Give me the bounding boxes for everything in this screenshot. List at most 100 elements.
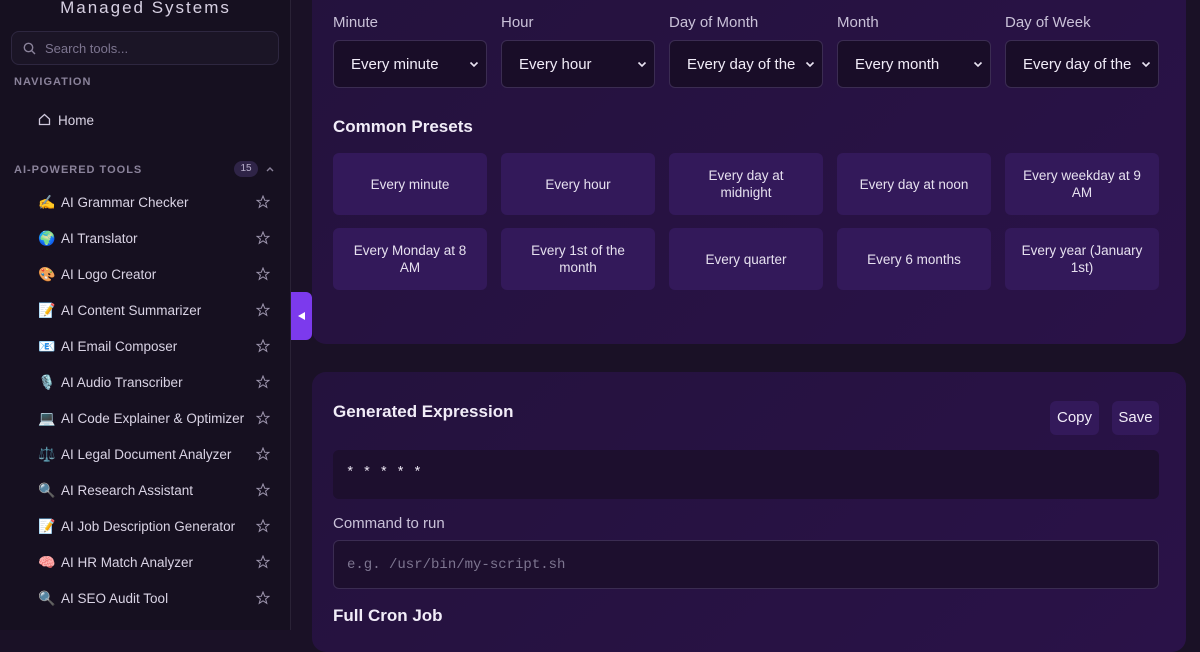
tool-item[interactable]: 🎙️ AI Audio Transcriber: [30, 367, 280, 397]
section-title: Generated Expression: [333, 402, 514, 421]
field-label: Hour: [501, 14, 534, 31]
select[interactable]: Every minute: [333, 40, 487, 88]
field-label: Day of Week: [1005, 14, 1091, 31]
favorite-star[interactable]: [256, 519, 270, 533]
preset-button[interactable]: Every hour: [501, 153, 655, 215]
preset-button[interactable]: Every weekday at 9 AM: [1005, 153, 1159, 215]
tool-item[interactable]: 🌍 AI Translator: [30, 223, 280, 253]
tool-icon: 🎨: [38, 266, 56, 282]
favorite-star[interactable]: [256, 339, 270, 353]
preset-button[interactable]: Every minute: [333, 153, 487, 215]
preset-button[interactable]: Every year (January 1st): [1005, 228, 1159, 290]
tool-item[interactable]: 🎨 AI Logo Creator: [30, 259, 280, 289]
section-title: Full Cron Job: [333, 606, 443, 625]
tool-icon: 📧: [38, 338, 56, 354]
collapse-chevron[interactable]: [265, 165, 275, 173]
favorite-star[interactable]: [256, 483, 270, 497]
select-value: Every minute: [351, 56, 439, 73]
tool-icon: 🧠: [38, 554, 56, 570]
tool-item[interactable]: 🧠 AI HR Match Analyzer: [30, 547, 280, 577]
toggle-arrow: [298, 312, 305, 320]
favorite-star[interactable]: [256, 411, 270, 425]
preset-button[interactable]: Every 6 months: [837, 228, 991, 290]
favorite-star[interactable]: [256, 303, 270, 317]
field-label: Month: [837, 14, 879, 31]
tool-label: AI Translator: [61, 231, 138, 246]
favorite-star[interactable]: [256, 375, 270, 389]
select-chevron: [469, 61, 479, 68]
select-value: Every hour: [519, 56, 592, 73]
tool-item[interactable]: 📧 AI Email Composer: [30, 331, 280, 361]
section-title: Common Presets: [333, 117, 473, 136]
tool-item[interactable]: 📝 AI Content Summarizer: [30, 295, 280, 325]
preset-button[interactable]: Every day at midnight: [669, 153, 823, 215]
field-label: Minute: [333, 14, 379, 31]
tool-label: AI Job Description Generator: [61, 519, 236, 534]
preset-button[interactable]: Every day at noon: [837, 153, 991, 215]
preset-button[interactable]: Every Monday at 8 AM: [333, 228, 487, 290]
search-icon: [23, 42, 36, 55]
select-chevron: [637, 61, 647, 68]
tool-label: AI Audio Transcriber: [61, 375, 183, 390]
field-label: Day of Month: [669, 14, 759, 31]
favorite-star[interactable]: [256, 267, 270, 281]
tool-item[interactable]: 💻 AI Code Explainer & Optimizer: [30, 403, 280, 433]
command-input[interactable]: e.g. /usr/bin/my-script.sh: [333, 540, 1159, 589]
favorite-star[interactable]: [256, 195, 270, 209]
sidebar-toggle[interactable]: [291, 292, 312, 340]
tool-icon: 🔍: [38, 482, 56, 498]
count-badge: 15: [234, 161, 258, 177]
tool-item[interactable]: 📝 AI Job Description Generator: [30, 511, 280, 541]
tool-label: AI HR Match Analyzer: [61, 555, 194, 570]
brand: Managed Systems: [60, 0, 231, 17]
tool-label: AI Grammar Checker: [61, 195, 189, 210]
tool-icon: 📝: [38, 302, 56, 318]
tool-icon: ✍️: [38, 194, 56, 210]
nav-label: Home: [58, 113, 95, 128]
select-value: Every day of the: [687, 56, 796, 73]
tool-label: AI SEO Audit Tool: [61, 591, 169, 606]
favorite-star[interactable]: [256, 231, 270, 245]
select[interactable]: Every day of the: [1005, 40, 1159, 88]
favorite-star[interactable]: [256, 591, 270, 605]
preset-button[interactable]: Every quarter: [669, 228, 823, 290]
tool-icon: ⚖️: [38, 446, 56, 462]
search-input[interactable]: Search tools...: [11, 31, 279, 65]
tool-item[interactable]: ⚖️ AI Legal Document Analyzer: [30, 439, 280, 469]
expression-box: * * * * *: [333, 450, 1159, 499]
tool-icon: 🌍: [38, 230, 56, 246]
tool-label: AI Research Assistant: [61, 483, 194, 498]
select-value: Every month: [855, 56, 940, 73]
copy-button[interactable]: Copy: [1050, 401, 1099, 435]
favorite-star[interactable]: [256, 555, 270, 569]
tool-label: AI Content Summarizer: [61, 303, 202, 318]
select-value: Every day of the: [1023, 56, 1132, 73]
preset-button[interactable]: Every 1st of the month: [501, 228, 655, 290]
tool-item[interactable]: 🔍 AI SEO Audit Tool: [30, 583, 280, 613]
save-button[interactable]: Save: [1112, 401, 1159, 435]
select[interactable]: Every day of the: [669, 40, 823, 88]
select[interactable]: Every month: [837, 40, 991, 88]
select-chevron: [973, 61, 983, 68]
favorite-star[interactable]: [256, 447, 270, 461]
section-heading: NAVIGATION: [14, 76, 92, 88]
tool-icon: 🎙️: [38, 374, 56, 390]
tool-item[interactable]: ✍️ AI Grammar Checker: [30, 187, 280, 217]
tool-icon: 📝: [38, 518, 56, 534]
tool-label: AI Legal Document Analyzer: [61, 447, 232, 462]
field-label: Command to run: [333, 515, 445, 532]
select-chevron: [1141, 61, 1151, 68]
tool-label: AI Email Composer: [61, 339, 178, 354]
sidebar: Managed Systems Search tools... NAVIGATI…: [0, 0, 291, 630]
nav-home[interactable]: Home: [30, 105, 280, 135]
select[interactable]: Every hour: [501, 40, 655, 88]
search-placeholder: Search tools...: [45, 41, 129, 56]
home-icon: [38, 113, 51, 126]
tool-label: AI Logo Creator: [61, 267, 157, 282]
select-chevron: [805, 61, 815, 68]
tool-item[interactable]: 🔍 AI Research Assistant: [30, 475, 280, 505]
tool-icon: 💻: [38, 410, 56, 426]
expression-card: [312, 372, 1186, 652]
